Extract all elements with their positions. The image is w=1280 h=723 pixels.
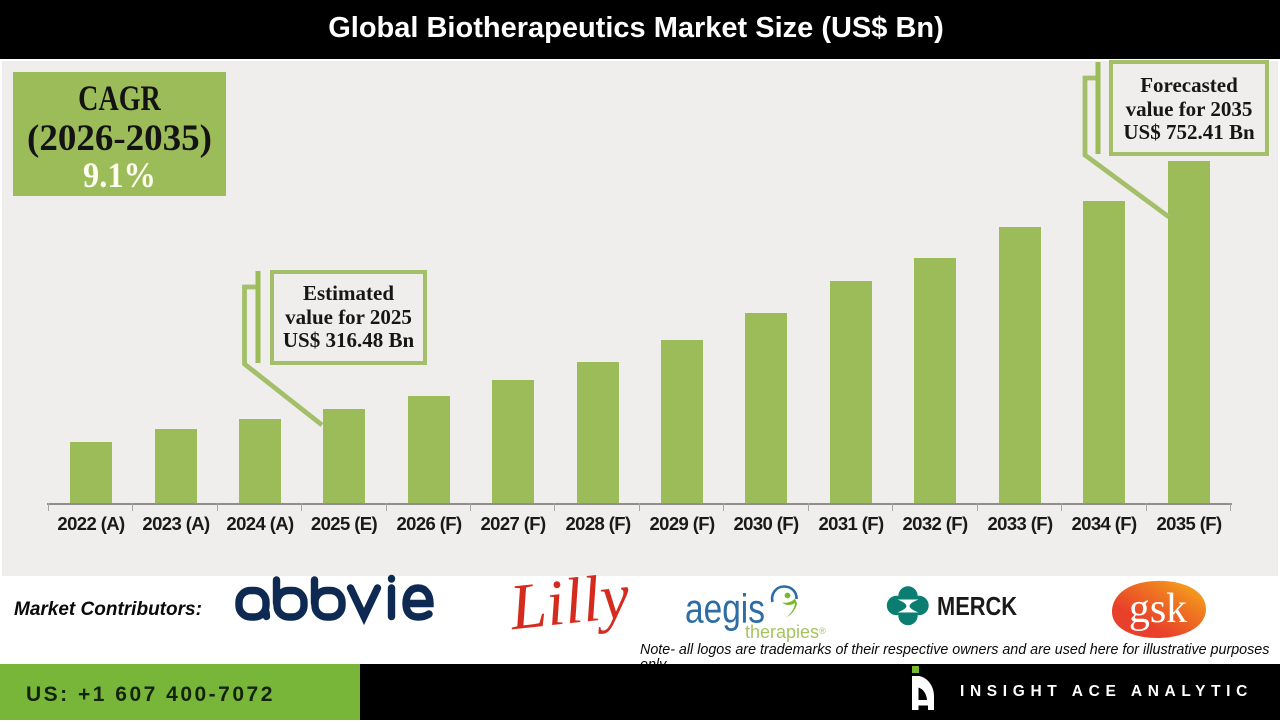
svg-text:gsk: gsk [1129,586,1187,632]
